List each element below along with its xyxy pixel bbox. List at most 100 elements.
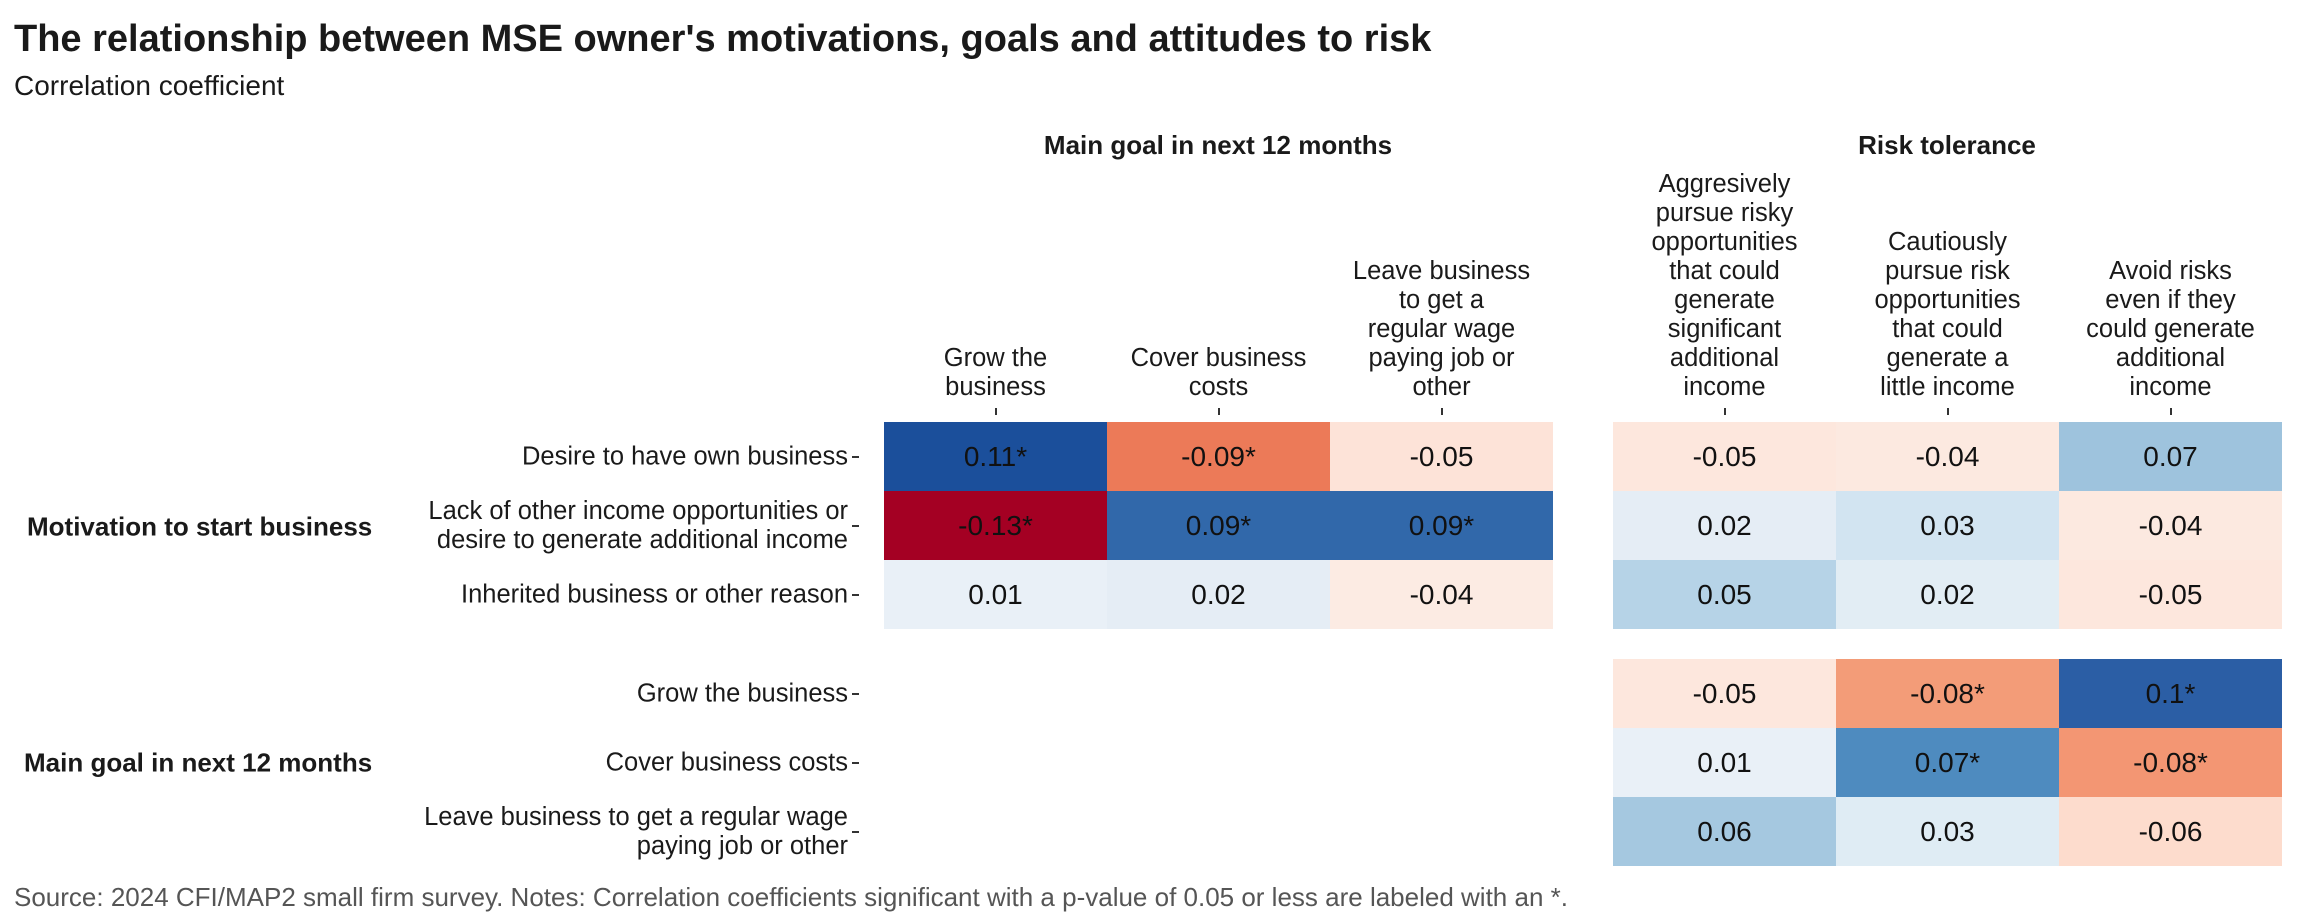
heatmap-cell: 0.01: [1613, 728, 1836, 797]
cell-value-label: -0.09*: [1181, 440, 1256, 472]
heatmap-cell: -0.05: [1613, 659, 1836, 728]
row-label: Desire to have own business: [522, 442, 848, 471]
column-header-line: opportunities: [1651, 228, 1798, 256]
column-header-line: significant: [1667, 315, 1782, 343]
cell-value-label: -0.04: [1409, 578, 1474, 610]
cell-value-label: 0.03: [1920, 815, 1975, 847]
chart-subtitle: Correlation coefficient: [14, 70, 285, 101]
row-label: Cover business costs: [606, 748, 848, 777]
row-label-line: Leave business to get a regular wage: [424, 802, 848, 831]
column-header: Grow the business: [881, 344, 1111, 402]
row-label-line: desire to generate additional income: [436, 525, 848, 554]
column-header-line: additional: [2115, 344, 2226, 372]
column-header-line: generate: [1674, 286, 1775, 314]
column-header-line: Avoid risks: [2109, 257, 2232, 285]
column-header: Cover business costs: [1104, 344, 1334, 402]
x-axis-tick: [1217, 408, 1220, 415]
row-label: Leave business to get a regular wage payi…: [424, 803, 848, 861]
heatmap-cell: 0.11*: [884, 422, 1107, 491]
row-label-line: Cover business costs: [605, 748, 848, 776]
heatmap-cell: -0.09*: [1107, 422, 1330, 491]
cell-value-label: -0.04: [2138, 509, 2203, 541]
row-group-label-main-goal: Main goal in next 12 months: [24, 747, 373, 778]
row-label-line: Lack of other income opportunities or: [428, 496, 848, 525]
row-label-line: Inherited business or other reason: [461, 580, 848, 608]
heatmap-cell: -0.08*: [1836, 659, 2059, 728]
cell-value-label: -0.05: [1409, 440, 1474, 472]
heatmap-cell: -0.05: [1613, 422, 1836, 491]
column-header: Aggresively pursue risky opportunities that…: [1610, 170, 1840, 402]
cell-value-label: 0.03: [1920, 509, 1975, 541]
column-header-line: little income: [1880, 373, 2015, 401]
column-header-line: business: [945, 373, 1046, 401]
y-axis-tick: [852, 593, 859, 596]
x-axis-tick: [2169, 408, 2172, 415]
heatmap-cell: 0.07*: [1836, 728, 2059, 797]
column-header-line: regular wage: [1367, 315, 1516, 343]
column-header-line: income: [1683, 373, 1766, 401]
column-header-line: that could: [1892, 315, 2003, 343]
x-axis-tick: [1440, 408, 1443, 415]
cell-value-label: 0.06: [1697, 815, 1752, 847]
heatmap-cell: -0.05: [2059, 560, 2282, 629]
column-header: Avoid risks even if they could generate add…: [2056, 257, 2286, 402]
x-axis-tick: [1946, 408, 1949, 415]
cell-value-label: -0.05: [2138, 578, 2203, 610]
row-label: Lack of other income opportunities or des…: [428, 497, 848, 555]
row-label-line: Grow the business: [636, 679, 848, 707]
cell-value-label: 0.01: [968, 578, 1023, 610]
column-header-line: generate a: [1886, 344, 2009, 372]
column-header-line: Leave business: [1352, 257, 1531, 285]
heatmap-cell: -0.04: [1836, 422, 2059, 491]
cell-value-label: 0.02: [1920, 578, 1975, 610]
y-axis-tick: [852, 830, 859, 833]
cell-value-label: -0.08*: [2133, 746, 2208, 778]
heatmap-cell: 0.02: [1613, 491, 1836, 560]
row-label-line: paying job or other: [636, 831, 848, 860]
cell-value-label: -0.05: [1692, 677, 1757, 709]
column-header-line: to get a: [1398, 286, 1485, 314]
cell-value-label: 0.07: [2143, 440, 2198, 472]
column-header-line: Cover business: [1130, 344, 1307, 372]
y-axis-tick: [852, 524, 859, 527]
heatmap-cell: 0.1*: [2059, 659, 2282, 728]
x-axis-tick: [994, 408, 997, 415]
y-axis-tick: [852, 455, 859, 458]
cell-value-label: -0.04: [1915, 440, 1980, 472]
column-header-line: could generate: [2086, 315, 2255, 343]
heatmap-cell: 0.02: [1836, 560, 2059, 629]
heatmap-cell: -0.08*: [2059, 728, 2282, 797]
column-header-line: paying job or: [1368, 344, 1515, 372]
heatmap-cell: 0.03: [1836, 797, 2059, 866]
column-header-line: Aggresively: [1658, 170, 1791, 198]
heatmap-cell: 0.02: [1107, 560, 1330, 629]
cell-value-label: 0.11*: [963, 440, 1028, 472]
panel-title-main-goal: Main goal in next 12 months: [1043, 130, 1393, 160]
column-header: Cautiously pursue risk opportunities that c…: [1833, 228, 2063, 402]
x-axis-tick: [1723, 408, 1726, 415]
y-axis-tick: [852, 692, 859, 695]
cell-value-label: 0.1*: [2145, 677, 2196, 709]
column-header-line: additional: [1669, 344, 1780, 372]
column-header-line: even if they: [2105, 286, 2236, 314]
heatmap-cell: -0.06: [2059, 797, 2282, 866]
row-group-label-motivation: Motivation to start business: [27, 511, 373, 542]
row-label: Inherited business or other reason: [461, 580, 848, 609]
column-header-line: pursue risk: [1885, 257, 2010, 285]
column-header-line: Cautiously: [1887, 228, 2008, 256]
heatmap-cell: 0.09*: [1107, 491, 1330, 560]
heatmap-cell: -0.04: [1330, 560, 1553, 629]
heatmap-cell: 0.09*: [1330, 491, 1553, 560]
y-axis-tick: [852, 761, 859, 764]
cell-value-label: 0.09*: [1408, 509, 1475, 541]
heatmap-cell: 0.01: [884, 560, 1107, 629]
source-note: Source: 2024 CFI/MAP2 small firm survey.…: [14, 882, 1568, 912]
cell-value-label: -0.05: [1692, 440, 1757, 472]
column-header-line: income: [2129, 373, 2212, 401]
column-header: Leave business to get a regular wage paying…: [1327, 257, 1557, 402]
heatmap-cell: -0.04: [2059, 491, 2282, 560]
column-header-line: Grow the: [943, 344, 1048, 372]
cell-value-label: -0.06: [2138, 815, 2203, 847]
cell-value-label: 0.07*: [1914, 746, 1981, 778]
heatmap-cell: 0.07: [2059, 422, 2282, 491]
